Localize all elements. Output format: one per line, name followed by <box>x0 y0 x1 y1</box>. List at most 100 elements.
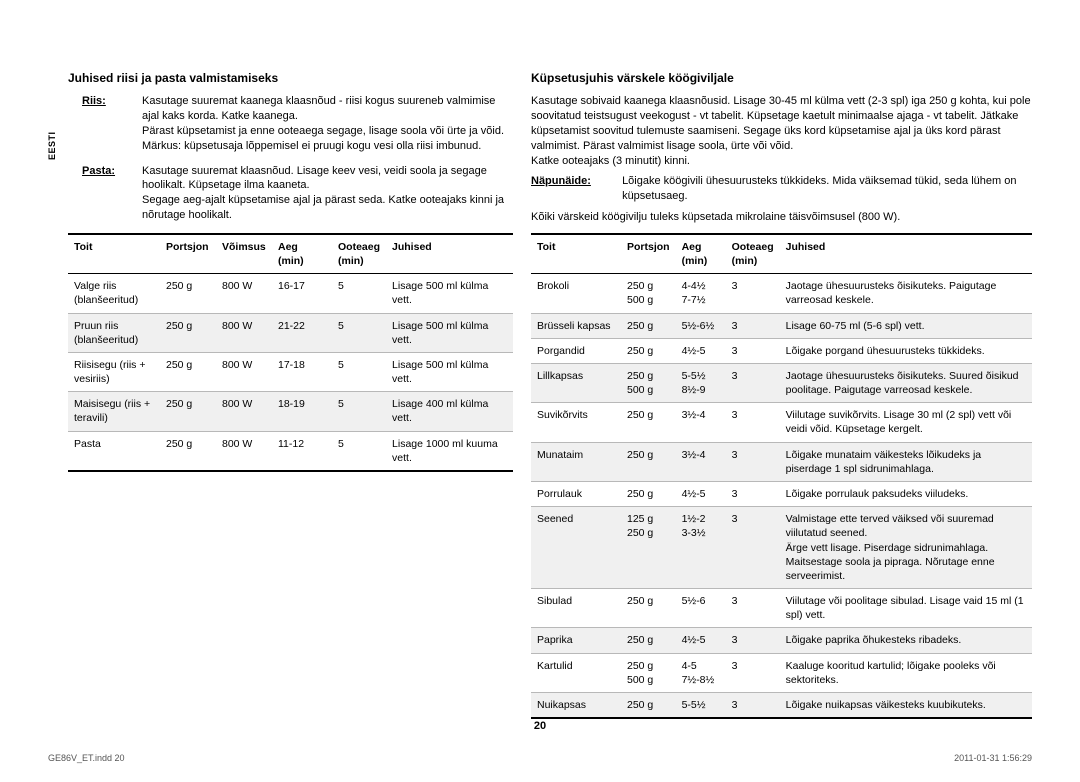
table-cell: Lisage 1000 ml kuuma vett. <box>386 431 513 471</box>
column-header: Võimsus <box>216 234 272 274</box>
table-cell: 3 <box>726 507 780 589</box>
table-cell: Viilutage või poolitage sibulad. Lisage … <box>780 589 1032 628</box>
table-cell: Jaotage ühesuurusteks õisikuteks. Paigut… <box>780 274 1032 313</box>
table-cell: Munataim <box>531 442 621 481</box>
table-row: Brokoli250 g 500 g4-4½ 7-7½3Jaotage ühes… <box>531 274 1032 313</box>
table-cell: 3 <box>726 403 780 442</box>
language-tab: EESTI <box>46 131 58 160</box>
column-header: Aeg (min) <box>676 234 726 274</box>
table-cell: 5 <box>332 392 386 431</box>
table-cell: 4½-5 <box>676 338 726 363</box>
table-cell: 250 g <box>621 628 676 653</box>
table-cell: 3 <box>726 628 780 653</box>
table-cell: Viilutage suvikõrvits. Lisage 30 ml (2 s… <box>780 403 1032 442</box>
table-cell: 250 g <box>160 392 216 431</box>
definition-row: Pasta:Kasutage suuremat klaasnõud. Lisag… <box>68 164 513 223</box>
table-row: Pasta250 g800 W11-125Lisage 1000 ml kuum… <box>68 431 513 471</box>
table-cell: 250 g <box>621 692 676 718</box>
definition-term: Pasta: <box>68 164 142 223</box>
table-cell: 5½-6½ <box>676 313 726 338</box>
table-cell: Lõigake nuikapsas väikesteks kuubikuteks… <box>780 692 1032 718</box>
table-cell: 16-17 <box>272 274 332 313</box>
table-row: Pruun riis (blanšeeritud)250 g800 W21-22… <box>68 313 513 352</box>
table-cell: 3 <box>726 653 780 692</box>
hint-block: Näpunäide: Lõigake köögivili ühesuuruste… <box>531 174 1032 204</box>
table-cell: Lõigake porgand ühesuurusteks tükkideks. <box>780 338 1032 363</box>
table-row: Kartulid250 g 500 g4-5 7½-8½3Kaaluge koo… <box>531 653 1032 692</box>
table-cell: 250 g <box>160 431 216 471</box>
table-cell: Brüsseli kapsas <box>531 313 621 338</box>
table-cell: Porgandid <box>531 338 621 363</box>
footer-timestamp: 2011-01-31 1:56:29 <box>954 752 1032 764</box>
column-header: Toit <box>531 234 621 274</box>
column-header: Juhised <box>780 234 1032 274</box>
table-cell: 3 <box>726 692 780 718</box>
table-cell: 5 <box>332 313 386 352</box>
hint-body: Lõigake köögivili ühesuurusteks tükkidek… <box>622 174 1028 204</box>
table-cell: 250 g <box>160 352 216 391</box>
table-cell: 250 g <box>160 313 216 352</box>
table-cell: 250 g <box>621 313 676 338</box>
table-cell: 4½-5 <box>676 482 726 507</box>
table-cell: 800 W <box>216 352 272 391</box>
table-cell: Pasta <box>68 431 160 471</box>
table-cell: 4-4½ 7-7½ <box>676 274 726 313</box>
table-cell: 1½-2 3-3½ <box>676 507 726 589</box>
table-cell: 250 g <box>621 442 676 481</box>
table-cell: 3 <box>726 442 780 481</box>
table-cell: Valmistage ette terved väiksed või suure… <box>780 507 1032 589</box>
table-cell: 5 <box>332 431 386 471</box>
table-cell: 800 W <box>216 431 272 471</box>
table-cell: 250 g 500 g <box>621 363 676 402</box>
table-cell: 5-5½ 8½-9 <box>676 363 726 402</box>
table-cell: Lisage 500 ml külma vett. <box>386 313 513 352</box>
table-cell: 5 <box>332 352 386 391</box>
column-header: Portsjon <box>160 234 216 274</box>
page-number: 20 <box>0 719 1080 734</box>
table-cell: Lõigake munataim väikesteks lõikudeks ja… <box>780 442 1032 481</box>
table-cell: Lisage 500 ml külma vett. <box>386 274 513 313</box>
column-header: Toit <box>68 234 160 274</box>
table-cell: Lõigake paprika õhukesteks ribadeks. <box>780 628 1032 653</box>
table-cell: 5 <box>332 274 386 313</box>
table-row: Maisisegu (riis + teravili)250 g800 W18-… <box>68 392 513 431</box>
table-cell: Lisage 400 ml külma vett. <box>386 392 513 431</box>
table-cell: Lõigake porrulauk paksudeks viiludeks. <box>780 482 1032 507</box>
table-cell: 18-19 <box>272 392 332 431</box>
table-cell: Maisisegu (riis + teravili) <box>68 392 160 431</box>
definition-body: Kasutage suuremat klaasnõud. Lisage keev… <box>142 164 513 223</box>
table-cell: 11-12 <box>272 431 332 471</box>
table-cell: 125 g 250 g <box>621 507 676 589</box>
hint-term: Näpunäide: <box>531 174 619 189</box>
table-cell: 3 <box>726 274 780 313</box>
table-cell: 3 <box>726 589 780 628</box>
table-cell: Suvikõrvits <box>531 403 621 442</box>
left-heading: Juhised riisi ja pasta valmistamiseks <box>68 70 513 86</box>
right-heading: Küpsetusjuhis värskele köögiviljale <box>531 70 1032 86</box>
table-cell: Kaaluge kooritud kartulid; lõigake poole… <box>780 653 1032 692</box>
column-header: Portsjon <box>621 234 676 274</box>
table-cell: Paprika <box>531 628 621 653</box>
table-row: Riisisegu (riis + vesiriis)250 g800 W17-… <box>68 352 513 391</box>
table-cell: 21-22 <box>272 313 332 352</box>
table-cell: 3½-4 <box>676 442 726 481</box>
table-row: Nuikapsas250 g5-5½3Lõigake nuikapsas väi… <box>531 692 1032 718</box>
vegetable-table: ToitPortsjonAeg (min)Ooteaeg (min)Juhise… <box>531 233 1032 719</box>
table-cell: 3 <box>726 338 780 363</box>
table-row: Brüsseli kapsas250 g5½-6½3Lisage 60-75 m… <box>531 313 1032 338</box>
table-cell: 17-18 <box>272 352 332 391</box>
table-cell: Jaotage ühesuurusteks õisikuteks. Suured… <box>780 363 1032 402</box>
column-header: Ooteaeg (min) <box>726 234 780 274</box>
right-column: Küpsetusjuhis värskele köögiviljale Kasu… <box>531 70 1032 719</box>
table-cell: 800 W <box>216 392 272 431</box>
table-cell: Porrulauk <box>531 482 621 507</box>
definition-row: Riis:Kasutage suuremat kaanega klaasnõud… <box>68 94 513 153</box>
table-cell: 5-5½ <box>676 692 726 718</box>
column-header: Juhised <box>386 234 513 274</box>
table-cell: Brokoli <box>531 274 621 313</box>
table-cell: 4½-5 <box>676 628 726 653</box>
table-row: Sibulad250 g5½-63Viilutage või poolitage… <box>531 589 1032 628</box>
table-cell: 800 W <box>216 274 272 313</box>
table-cell: 3 <box>726 363 780 402</box>
table-cell: Riisisegu (riis + vesiriis) <box>68 352 160 391</box>
